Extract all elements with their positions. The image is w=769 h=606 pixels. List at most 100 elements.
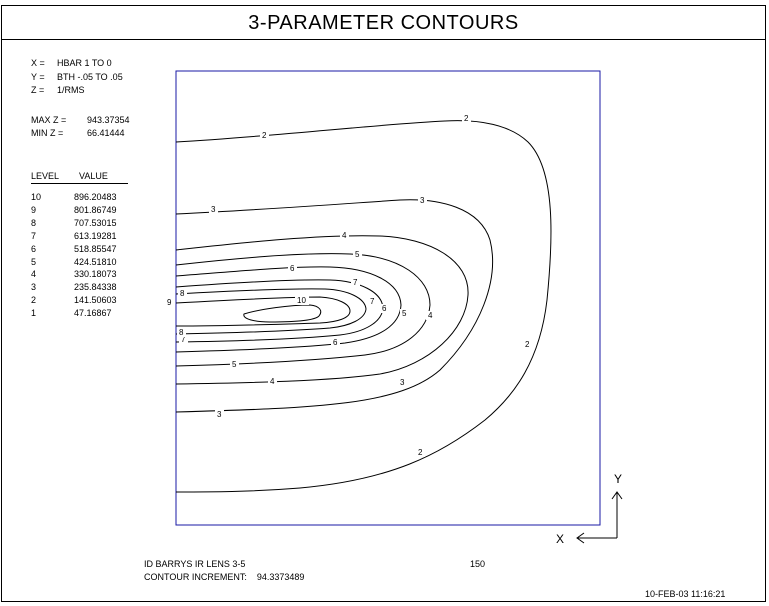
contour-label: 8: [180, 289, 185, 298]
contour-label-bg: [268, 377, 277, 386]
contour-label-bg: [353, 250, 362, 259]
level-value: 235.84338: [74, 282, 117, 293]
level-value: 424.51810: [74, 256, 117, 267]
contour-label: 3: [400, 378, 405, 387]
plot-frame: [175, 70, 601, 526]
level-value: 47.16867: [74, 308, 112, 319]
level-number: 5: [31, 256, 37, 267]
param-x-value: HBAR 1 TO 0: [57, 58, 112, 68]
contour-label: 5: [402, 309, 407, 318]
param-y-value: BTH -.05 TO .05: [57, 72, 123, 82]
level-value: 707.53015: [74, 217, 117, 228]
title-bar: 3-PARAMETER CONTOURS: [2, 6, 765, 40]
contour-label: 6: [382, 304, 387, 313]
level-row: 5 424.51810: [31, 257, 117, 268]
param-z: Z = 1/RMS: [31, 85, 85, 96]
contour-line-10: [243, 304, 322, 323]
contour-line-6: [175, 266, 402, 353]
footer-id-number: 150: [470, 559, 486, 569]
level-number: 3: [31, 282, 37, 293]
contour-label-bg: [177, 328, 186, 337]
contour-label: 2: [525, 340, 530, 349]
contour-label: 2: [464, 114, 469, 123]
contour-label-bg: [351, 278, 360, 287]
page-frame: 3-PARAMETER CONTOURS: [1, 5, 766, 602]
contour-label: 7: [370, 297, 375, 306]
level-header-level: LEVEL: [31, 171, 60, 181]
footer-timestamp: 10-FEB-03 11:16:21: [645, 589, 726, 599]
contour-line-5: [175, 253, 431, 367]
axis-x-label: X: [556, 532, 564, 546]
contour-label-bg: [426, 311, 435, 320]
param-z-value: 1/RMS: [57, 85, 85, 95]
contour-label: 10: [297, 296, 306, 305]
min-z: MIN Z = 66.41444: [31, 128, 125, 139]
contour-line-4: [175, 235, 469, 385]
contour-label-bg: [230, 360, 239, 369]
contour-label-bg: [209, 205, 218, 214]
level-value: 801.86749: [74, 204, 117, 215]
level-row: 8 707.53015: [31, 218, 117, 229]
contour-line-2: [175, 120, 552, 493]
param-y: Y = BTH -.05 TO .05: [31, 72, 123, 83]
contour-label-bg: [295, 296, 309, 305]
level-number: 6: [31, 243, 37, 254]
level-value: 330.18073: [74, 269, 117, 280]
contour-label: 9: [167, 298, 172, 307]
param-x: X = HBAR 1 TO 0: [31, 58, 112, 69]
contour-label: 4: [342, 231, 347, 240]
contour-label-bg: [340, 231, 349, 240]
level-row: 10 896.20483: [31, 192, 117, 203]
level-number: 9: [31, 204, 37, 215]
contour-line-8: [175, 288, 367, 335]
level-row: 6 518.85547: [31, 244, 117, 255]
level-number: 7: [31, 230, 37, 241]
footer-id: ID BARRYS IR LENS 3-5: [144, 559, 246, 569]
level-number: 8: [31, 217, 37, 228]
contour-label-bg: [418, 196, 427, 205]
level-header-rule: [31, 183, 128, 184]
contour-label: 6: [333, 338, 338, 347]
level-row: 2 141.50603: [31, 295, 117, 306]
contour-line-3: [175, 199, 494, 413]
level-header: LEVEL VALUE: [31, 171, 108, 182]
page-title: 3-PARAMETER CONTOURS: [248, 12, 519, 34]
axis-y-label: Y: [614, 472, 622, 486]
contour-label: 4: [428, 311, 433, 320]
level-number: 4: [31, 269, 37, 280]
level-row: 9 801.86749: [31, 205, 117, 216]
level-row: 1 47.16867: [31, 308, 112, 319]
level-number: 2: [31, 295, 37, 306]
contour-label-bg: [462, 114, 471, 123]
level-value: 141.50603: [74, 295, 117, 306]
contour-label: 3: [217, 410, 222, 419]
contour-label: 2: [418, 448, 423, 457]
contour-label-bg: [400, 309, 409, 318]
level-value: 613.19281: [74, 230, 117, 241]
contour-label: 8: [179, 328, 184, 337]
contour-label: 2: [262, 131, 267, 140]
contour-label-bg: [165, 298, 174, 307]
contour-label-bg: [215, 410, 224, 419]
footer-increment: CONTOUR INCREMENT: 94.3373489: [144, 572, 304, 583]
contour-labels: 22223333444555566677788910: [165, 114, 532, 457]
contour-label-bg: [380, 304, 389, 313]
contour-label: 5: [232, 360, 237, 369]
param-z-label: Z =: [31, 85, 45, 95]
level-row: 3 235.84338: [31, 282, 117, 293]
contour-label-bg: [331, 338, 340, 347]
level-value: 518.85547: [74, 243, 117, 254]
contour-label: 3: [420, 196, 425, 205]
contour-label-bg: [288, 264, 297, 273]
contour-label-bg: [368, 297, 377, 306]
contour-label-bg: [416, 448, 425, 457]
level-number: 1: [31, 308, 37, 319]
level-row: 7 613.19281: [31, 231, 117, 242]
contour-label: 6: [290, 264, 295, 273]
min-z-value: 66.41444: [87, 128, 125, 138]
contour-label-bg: [260, 131, 269, 140]
min-z-label: MIN Z =: [31, 128, 64, 138]
contour-label: 7: [353, 278, 358, 287]
contour-line-9: [175, 296, 351, 327]
